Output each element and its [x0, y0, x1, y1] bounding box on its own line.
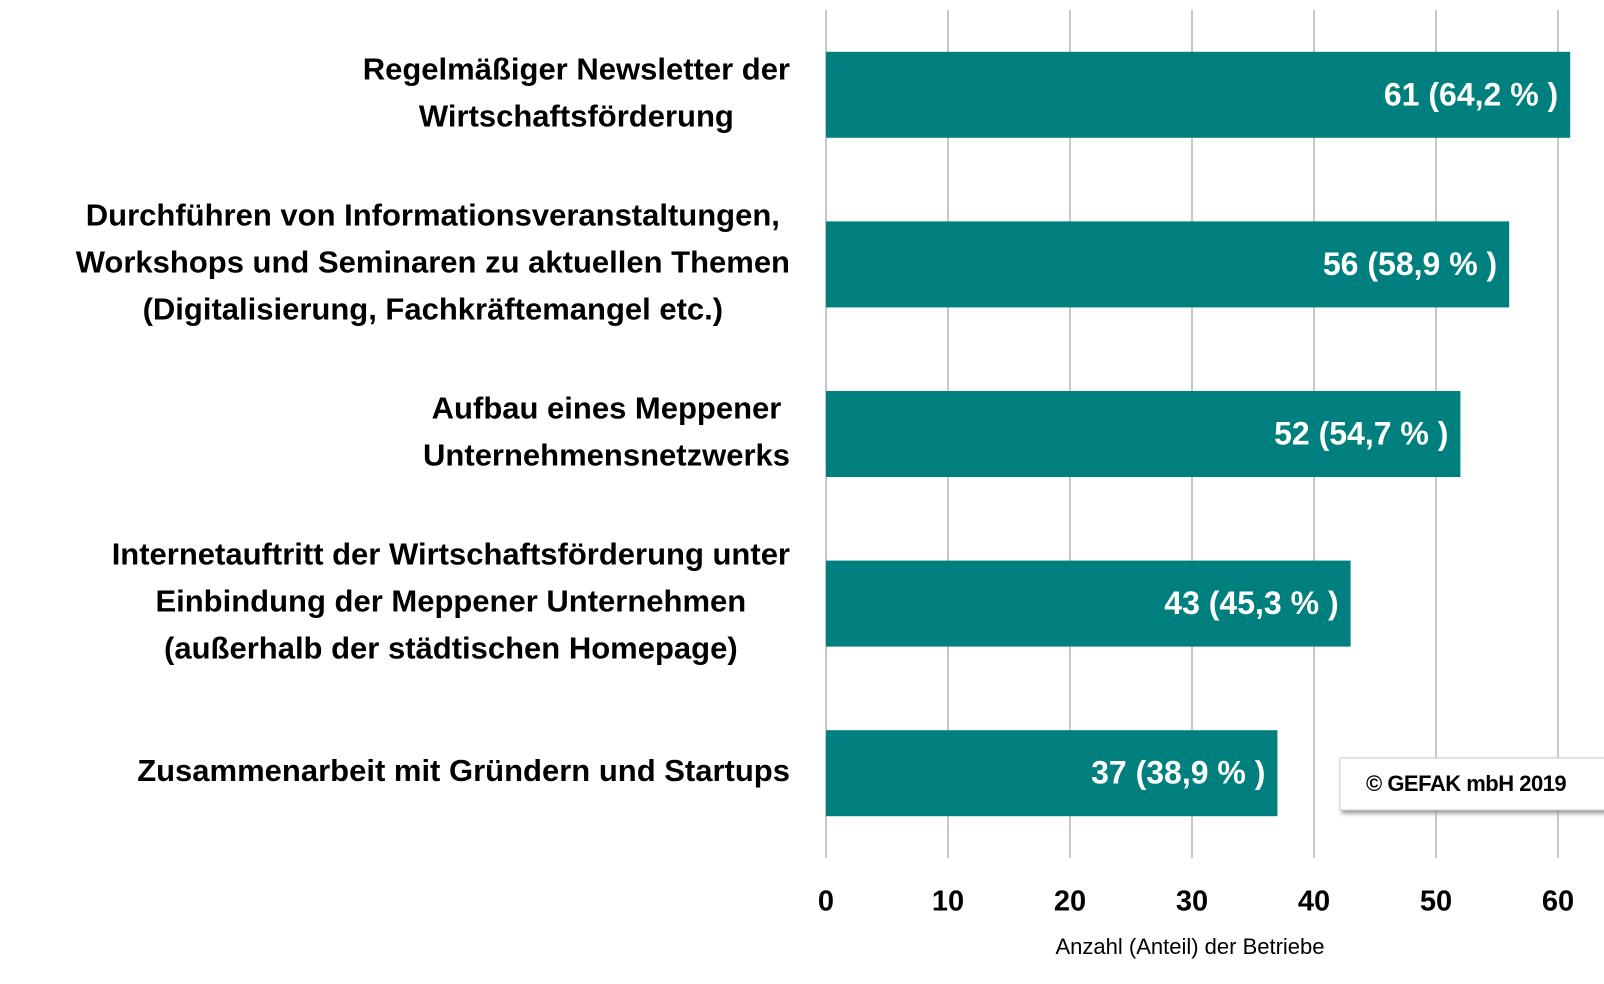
- bar: [826, 391, 1461, 477]
- value-label: 37 (38,9 % ): [1091, 755, 1265, 791]
- category-label: Internetauftritt der Wirtschaftsförderun…: [112, 537, 790, 666]
- bar: [826, 730, 1278, 817]
- category-label: Aufbau eines Meppener Unternehmensnetzwer…: [423, 391, 790, 473]
- bar: [826, 221, 1510, 308]
- category-label: Durchführen von Informationsveranstaltun…: [76, 198, 790, 327]
- x-axis-title: Anzahl (Anteil) der Betriebe: [1055, 934, 1324, 959]
- bar: [826, 560, 1351, 647]
- x-tick-label: 50: [1420, 886, 1452, 918]
- value-label: 52 (54,7 % ): [1274, 415, 1448, 451]
- x-tick-label: 30: [1176, 886, 1208, 918]
- x-tick-label: 60: [1542, 886, 1574, 918]
- annotation: © GEFAK mbH 2019: [1366, 771, 1566, 796]
- x-tick-label: 0: [818, 886, 834, 918]
- value-label: 43 (45,3 % ): [1164, 585, 1338, 621]
- value-label: 56 (58,9 % ): [1323, 246, 1497, 282]
- bar: [826, 51, 1571, 138]
- annotation-frame: [1339, 757, 1604, 811]
- annotation-box: © GEFAK mbH 2019: [1339, 757, 1604, 811]
- category-label: Regelmäßiger Newsletter der Wirtschaftsfö…: [363, 51, 790, 133]
- x-tick-label: 10: [932, 886, 964, 918]
- value-label: 61 (64,2 % ): [1384, 76, 1558, 112]
- x-tick-label: 40: [1298, 886, 1330, 918]
- category-label: Zusammenarbeit mit Gründern und Startups: [137, 753, 790, 788]
- x-tick-label: 20: [1054, 886, 1086, 918]
